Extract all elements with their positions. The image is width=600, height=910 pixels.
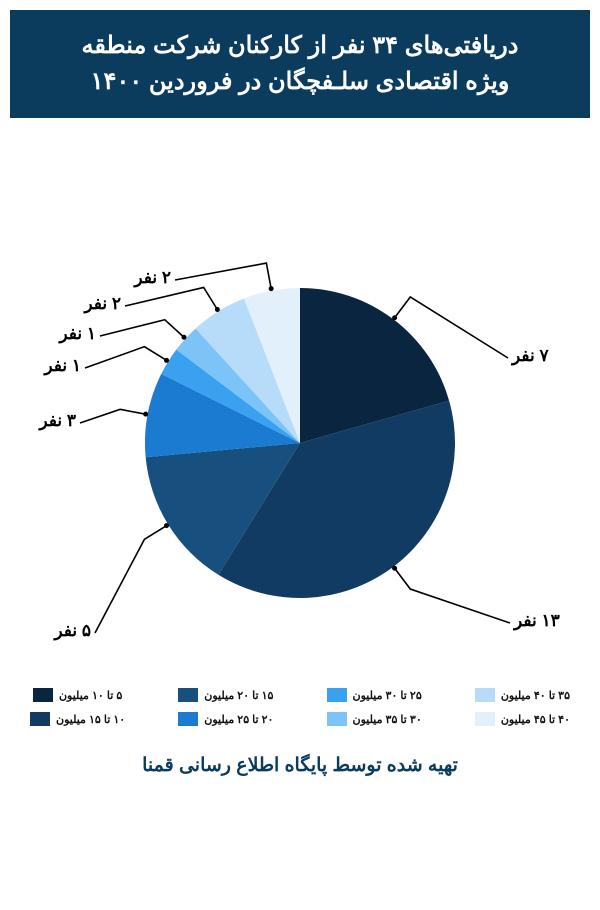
pie-chart (145, 288, 455, 598)
legend-label: ۳۰ تا ۳۵ میلیون (353, 713, 422, 726)
legend-swatch (327, 688, 347, 702)
legend-label: ۴۰ تا ۴۵ میلیون (501, 713, 570, 726)
header-banner: دریافتی‌های ۳۴ نفر از کارکنان شرکت منطقه… (10, 10, 590, 118)
legend-column: ۳۵ تا ۴۰ میلیون ۴۰ تا ۴۵ میلیون (475, 688, 570, 726)
legend-label: ۱۰ تا ۱۵ میلیون (56, 713, 125, 726)
legend-swatch (30, 712, 50, 726)
slice-label: ۷ نفر (512, 346, 549, 366)
header-line2: ویژه اقتصادی سلـفچگان در فروردین ۱۴۰۰ (30, 64, 570, 100)
legend-swatch (475, 712, 495, 726)
slice-label: ۲ نفر (84, 294, 121, 314)
legend-label: ۳۵ تا ۴۰ میلیون (501, 689, 570, 702)
legend-label: ۵ تا ۱۰ میلیون (59, 689, 122, 702)
legend-swatch (327, 712, 347, 726)
legend-column: ۵ تا ۱۰ میلیون ۱۰ تا ۱۵ میلیون (30, 688, 125, 726)
legend-swatch (178, 712, 198, 726)
legend-swatch (33, 688, 53, 702)
slice-label: ۱۳ نفر (514, 611, 560, 631)
legend-item: ۵ تا ۱۰ میلیون (33, 688, 122, 702)
legend-item: ۱۵ تا ۲۰ میلیون (178, 688, 273, 702)
legend-item: ۲۰ تا ۲۵ میلیون (178, 712, 273, 726)
slice-label: ۲ نفر (134, 268, 171, 288)
legend-column: ۱۵ تا ۲۰ میلیون ۲۰ تا ۲۵ میلیون (178, 688, 273, 726)
legend-label: ۱۵ تا ۲۰ میلیون (204, 689, 273, 702)
legend-item: ۴۰ تا ۴۵ میلیون (475, 712, 570, 726)
legend-item: ۲۵ تا ۳۰ میلیون (327, 688, 422, 702)
legend-label: ۲۵ تا ۳۰ میلیون (353, 689, 422, 702)
leader-line (80, 409, 146, 423)
legend-column: ۲۵ تا ۳۰ میلیون ۳۰ تا ۳۵ میلیون (327, 688, 422, 726)
footer-credit: تهیه شده توسط پایگاه اطلاع رسانی قمنا (0, 754, 600, 777)
legend-item: ۳۰ تا ۳۵ میلیون (327, 712, 422, 726)
legend: ۵ تا ۱۰ میلیون ۱۰ تا ۱۵ میلیون ۱۵ تا ۲۰ می… (0, 688, 600, 726)
slice-label: ۱ نفر (59, 324, 96, 344)
legend-item: ۳۵ تا ۴۰ میلیون (475, 688, 570, 702)
header-line1: دریافتی‌های ۳۴ نفر از کارکنان شرکت منطقه (30, 28, 570, 64)
legend-swatch (475, 688, 495, 702)
slice-label: ۳ نفر (39, 411, 76, 431)
slice-label: ۱ نفر (44, 356, 81, 376)
legend-item: ۱۰ تا ۱۵ میلیون (30, 712, 125, 726)
legend-label: ۲۰ تا ۲۵ میلیون (204, 713, 273, 726)
leader-line (175, 263, 271, 289)
slice-label: ۵ نفر (54, 621, 91, 641)
pie-chart-area: ۷ نفر ۱۳ نفر ۵ نفر ۳ نفر ۱ نفر ۱ نفر ۲ نفر ۲ نف… (0, 128, 600, 688)
legend-swatch (178, 688, 198, 702)
